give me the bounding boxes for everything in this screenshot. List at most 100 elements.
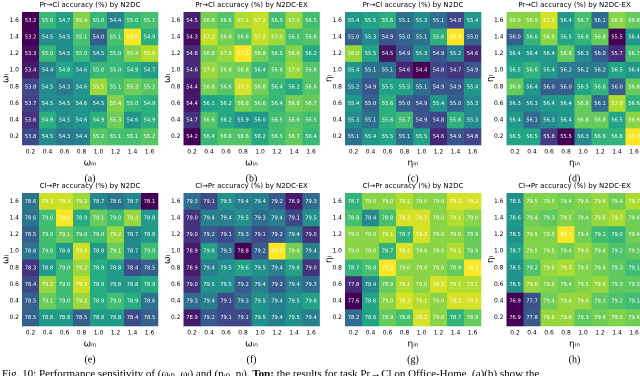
cell-label: 79.2 bbox=[467, 299, 479, 305]
cell-label: 79.5 bbox=[611, 315, 623, 321]
cell-label: 55.1 bbox=[416, 34, 428, 40]
cell-label: 55.1 bbox=[399, 134, 411, 140]
x-tick-label: 1.4 bbox=[612, 149, 622, 156]
cell-label: 56.6 bbox=[288, 118, 300, 124]
cell-label: 55.1 bbox=[433, 18, 445, 24]
cell-label: 56.8 bbox=[288, 101, 300, 107]
cell-label: 79.6 bbox=[543, 315, 555, 321]
heatmap-cell bbox=[200, 309, 218, 327]
heatmap-cell bbox=[430, 28, 448, 46]
heatmap-cell bbox=[413, 259, 431, 277]
cell-label: 79.4 bbox=[611, 199, 623, 205]
cell-label: 79.0 bbox=[93, 232, 105, 238]
chart-title: Cl→Pr accuracy (%) by N2DC-EX bbox=[518, 182, 631, 190]
cell-label: 79.6 bbox=[577, 249, 589, 255]
heatmap-cell bbox=[608, 61, 626, 79]
cell-label: 55.3 bbox=[110, 118, 122, 124]
cell-label: 79.2 bbox=[127, 215, 139, 221]
heatmap-cell bbox=[379, 259, 397, 277]
heatmap-cell bbox=[183, 45, 201, 63]
heatmap-cell bbox=[124, 309, 142, 327]
heatmap-cell bbox=[39, 259, 57, 277]
cell-label: 79.1 bbox=[237, 315, 249, 321]
cell-label: 54.3 bbox=[186, 34, 198, 40]
cell-label: 55.3 bbox=[416, 18, 428, 24]
heatmap-cell bbox=[285, 45, 303, 63]
cell-label: 54.4 bbox=[186, 101, 198, 107]
heatmap-cell bbox=[413, 309, 431, 327]
heatmap-cell bbox=[22, 292, 40, 310]
cell-label: 79.0 bbox=[186, 232, 198, 238]
cell-label: 56.0 bbox=[348, 51, 360, 57]
cell-label: 57.5 bbox=[237, 51, 249, 57]
cell-label: 56.5 bbox=[305, 18, 317, 24]
cell-label: 79.5 bbox=[577, 265, 589, 271]
cell-label: 79.0 bbox=[382, 199, 394, 205]
cell-label: 79.1 bbox=[110, 249, 122, 255]
cell-label: 79.0 bbox=[76, 232, 88, 238]
heatmap-cell bbox=[56, 193, 74, 210]
x-tick-label: 1.2 bbox=[434, 330, 444, 337]
cell-label: 79.2 bbox=[42, 282, 54, 288]
cell-label: 76.9 bbox=[509, 299, 521, 305]
heatmap-cell bbox=[506, 61, 524, 79]
cell-label: 56.6 bbox=[611, 134, 623, 140]
heatmap-cell bbox=[557, 209, 575, 227]
heatmap-cell bbox=[107, 61, 125, 79]
heatmap-cell bbox=[217, 226, 235, 244]
cell-label: 79.0 bbox=[110, 299, 122, 305]
heatmap-cell bbox=[591, 78, 609, 96]
heatmap-cell bbox=[251, 128, 269, 146]
cell-label: 54.4 bbox=[42, 68, 54, 74]
cell-label: 56.4 bbox=[305, 134, 317, 140]
cell-label: 79.5 bbox=[526, 232, 538, 238]
cell-label: 78.8 bbox=[110, 265, 122, 271]
heatmap-cell bbox=[430, 193, 448, 210]
heatmap-cell bbox=[591, 292, 609, 310]
cell-label: 79.0 bbox=[433, 232, 445, 238]
heatmap-cell bbox=[268, 111, 286, 129]
heatmap-cell bbox=[464, 309, 482, 327]
heatmap-cell bbox=[591, 226, 609, 244]
cell-label: 54.5 bbox=[42, 134, 54, 140]
cell-label: 78.9 bbox=[93, 299, 105, 305]
cell-label: 78.9 bbox=[186, 315, 198, 321]
heatmap-cell bbox=[183, 28, 201, 46]
y-tick-label: 0.4 bbox=[494, 298, 504, 305]
cell-label: 79.0 bbox=[365, 249, 377, 255]
cell-label: 78.8 bbox=[93, 249, 105, 255]
cell-label: 55.4 bbox=[348, 101, 360, 107]
heatmap-cell bbox=[379, 12, 397, 29]
heatmap-cell bbox=[124, 95, 142, 113]
y-tick-label: 1.4 bbox=[171, 214, 181, 221]
cell-label: 79.3 bbox=[237, 299, 249, 305]
heatmap-cell bbox=[107, 292, 125, 310]
heatmap-cell bbox=[379, 292, 397, 310]
cell-label: 54.9 bbox=[450, 84, 462, 90]
cell-label: 56.5 bbox=[577, 84, 589, 90]
cell-label: 56.6 bbox=[220, 84, 232, 90]
heatmap-cell bbox=[251, 12, 269, 29]
heatmap-cell bbox=[557, 61, 575, 79]
heatmap-cell bbox=[574, 292, 592, 310]
cell-label: 79.2 bbox=[271, 232, 283, 238]
heatmap-cell bbox=[625, 28, 640, 46]
cell-label: 55.5 bbox=[365, 18, 377, 24]
cell-label: 78.9 bbox=[288, 199, 300, 205]
cell-label: 79.5 bbox=[220, 265, 232, 271]
heatmap-cell bbox=[396, 45, 414, 63]
cell-label: 79.0 bbox=[110, 215, 122, 221]
cell-label: 55.5 bbox=[416, 134, 428, 140]
cell-label: 55.4 bbox=[365, 134, 377, 140]
heatmap-cell bbox=[396, 111, 414, 129]
heatmap-cell bbox=[285, 95, 303, 113]
heatmap-cell bbox=[22, 28, 40, 46]
cell-label: 78.5 bbox=[76, 315, 88, 321]
cell-label: 56.5 bbox=[271, 51, 283, 57]
heatmap-cell bbox=[413, 276, 431, 294]
y-tick-label: 1.4 bbox=[9, 33, 19, 40]
cell-label: 78.4 bbox=[365, 282, 377, 288]
cell-label: 79.0 bbox=[416, 199, 428, 205]
caption-rest: the results for task Pr→Cl on Office-Hom… bbox=[277, 368, 540, 376]
heatmap-cell bbox=[285, 12, 303, 29]
